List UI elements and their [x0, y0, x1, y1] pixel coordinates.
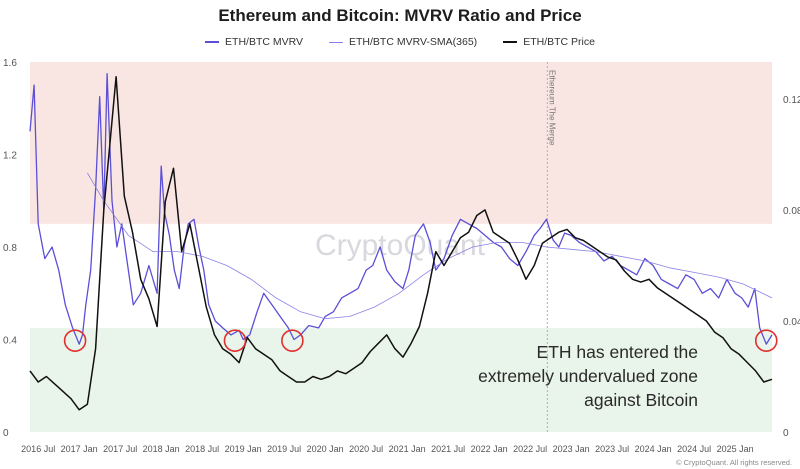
series-sma-line: [87, 172, 773, 320]
legend: ETH/BTC MVRV ETH/BTC MVRV-SMA(365) ETH/B…: [0, 36, 800, 48]
x-tick-label: 2024 Jan: [635, 444, 672, 454]
legend-label-sma: ETH/BTC MVRV-SMA(365): [349, 36, 478, 48]
highlight-circle: [223, 329, 247, 352]
merge-event-label: Ethereum The Merge: [547, 70, 556, 146]
x-tick-label: 2025 Jan: [717, 444, 754, 454]
series-price-line: [29, 75, 773, 411]
x-tick-label: 2018 Jul: [185, 444, 219, 454]
y-left-tick-label: 0.8: [3, 243, 17, 254]
y-left-tick-label: 0.4: [3, 336, 17, 347]
x-tick-label: 2020 Jan: [307, 444, 344, 454]
legend-swatch-mvrv: [205, 41, 220, 43]
legend-item-price[interactable]: ETH/BTC Price: [503, 36, 595, 48]
y-right-tick-label: 0.04: [783, 317, 800, 328]
x-tick-label: 2017 Jul: [103, 444, 137, 454]
legend-item-mvrv[interactable]: ETH/BTC MVRV: [205, 36, 303, 48]
footer-copyright: © CryptoQuant. All rights reserved.: [676, 458, 792, 467]
legend-label-mvrv: ETH/BTC MVRV: [225, 36, 304, 48]
watermark: CryptoQuant: [315, 229, 486, 262]
annotation-line-3: against Bitcoin: [584, 390, 698, 410]
y-right-tick-label: 0.08: [783, 206, 800, 217]
legend-swatch-price: [503, 41, 518, 43]
annotation-line-2: extremely undervalued zone: [478, 366, 698, 386]
y-left-tick-label: 1.2: [3, 151, 17, 162]
legend-label-price: ETH/BTC Price: [523, 36, 595, 48]
annotation-line-1: ETH has entered the: [536, 342, 698, 362]
x-tick-label: 2023 Jul: [595, 444, 629, 454]
x-tick-label: 2017 Jan: [61, 444, 98, 454]
y-right-tick-label: 0.12: [783, 95, 800, 106]
x-tick-label: 2019 Jul: [267, 444, 301, 454]
y-right-tick-label: 0: [783, 428, 789, 439]
legend-swatch-sma: [329, 41, 344, 43]
undervalued-zone: [30, 327, 772, 432]
x-tick-label: 2022 Jul: [513, 444, 547, 454]
x-tick-label: 2021 Jan: [389, 444, 426, 454]
x-tick-label: 2020 Jul: [349, 444, 383, 454]
x-tick-label: 2024 Jul: [677, 444, 711, 454]
overvalued-zone: [30, 62, 772, 224]
chart-title: Ethereum and Bitcoin: MVRV Ratio and Pri…: [218, 6, 582, 25]
x-tick-label: 2016 Jul: [21, 444, 55, 454]
x-tick-label: 2023 Jan: [553, 444, 590, 454]
annotation-text: ETH has entered the extremely undervalue…: [478, 340, 698, 412]
x-tick-label: 2022 Jan: [471, 444, 508, 454]
y-left-tick-label: 1.6: [3, 58, 17, 69]
x-tick-label: 2018 Jan: [143, 444, 180, 454]
x-tick-label: 2021 Jul: [431, 444, 465, 454]
x-tick-label: 2019 Jan: [225, 444, 262, 454]
highlight-circle: [281, 329, 304, 352]
y-left-tick-label: 0: [3, 428, 9, 439]
highlight-circle: [754, 329, 778, 352]
highlight-circle: [63, 329, 87, 352]
series-mvrv-line: [29, 72, 773, 345]
legend-item-sma[interactable]: ETH/BTC MVRV-SMA(365): [329, 36, 477, 48]
